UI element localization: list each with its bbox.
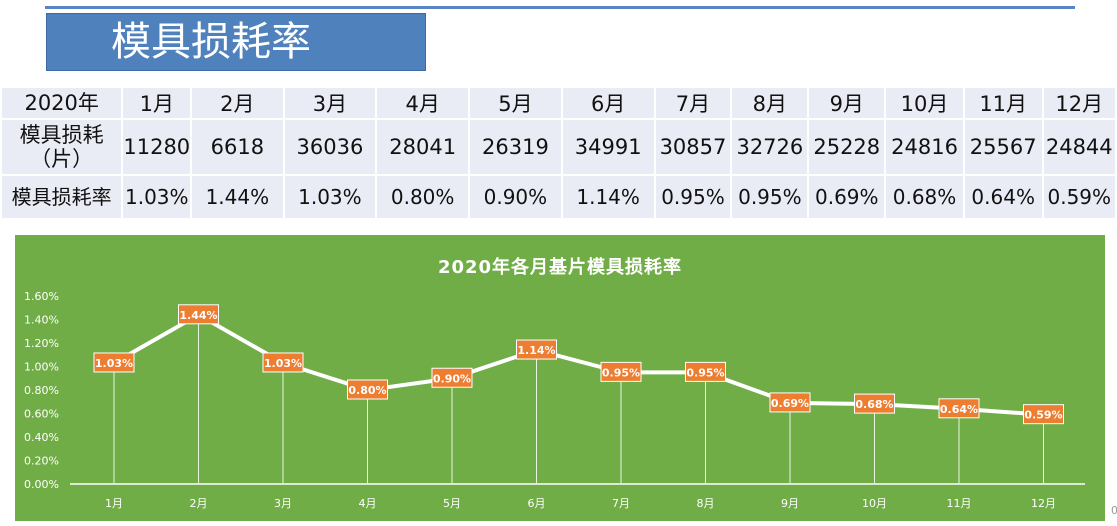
data-label-box bbox=[516, 339, 557, 360]
x-tick-label: 10月 bbox=[862, 497, 887, 510]
month-header: 7月 bbox=[653, 86, 733, 120]
y-tick-label: 0.40% bbox=[24, 431, 59, 444]
month-header: 12月 bbox=[1041, 86, 1117, 120]
y-tick-label: 0.20% bbox=[24, 455, 59, 468]
data-label: 0.69% bbox=[771, 397, 809, 410]
x-tick-label: 12月 bbox=[1031, 497, 1056, 510]
data-label: 0.95% bbox=[686, 366, 724, 379]
x-tick-label: 8月 bbox=[697, 497, 715, 510]
data-label-box bbox=[769, 392, 811, 413]
rate-cell: 1.03% bbox=[121, 174, 193, 220]
y-tick-label: 1.00% bbox=[24, 361, 59, 374]
row-header: 2020年 bbox=[0, 86, 124, 120]
y-tick-label: 0.80% bbox=[24, 384, 59, 397]
data-label: 1.03% bbox=[264, 357, 302, 370]
rate-cell: 0.95% bbox=[653, 174, 733, 220]
y-tick-label: 0.00% bbox=[24, 478, 59, 491]
month-header: 5月 bbox=[468, 86, 563, 120]
data-label: 0.95% bbox=[602, 366, 640, 379]
x-tick-label: 1月 bbox=[105, 497, 123, 510]
data-label-box bbox=[262, 352, 304, 373]
series-line bbox=[113, 312, 1044, 417]
month-header: 10月 bbox=[884, 86, 965, 120]
x-tick-label: 6月 bbox=[528, 497, 546, 510]
data-label: 0.64% bbox=[940, 403, 978, 416]
month-header: 4月 bbox=[375, 86, 471, 120]
y-tick-label: 1.20% bbox=[24, 337, 59, 350]
data-label-box bbox=[93, 352, 135, 373]
rate-cell: 1.14% bbox=[560, 174, 656, 220]
row-header: 模具损耗 （片） bbox=[0, 118, 124, 176]
loss-table: 2020年 1月 2月 3月 4月 5月 6月 7月 8月 9月 10月 11月 12月 模具损耗 （片） 1… bbox=[0, 86, 1117, 220]
rate-cell: 1.44% bbox=[190, 174, 285, 220]
top-rule bbox=[45, 6, 1075, 9]
y-tick-label: 0.60% bbox=[24, 408, 59, 421]
month-header: 2月 bbox=[190, 86, 285, 120]
rate-cell: 0.95% bbox=[730, 174, 810, 220]
rate-cell: 0.90% bbox=[468, 174, 563, 220]
rate-cell: 0.68% bbox=[884, 174, 965, 220]
line-chart: 0.00% 0.20% 0.40% 0.60% 0.80% 1.00% 1.20% 1.40%… bbox=[24, 290, 1085, 510]
quantity-cell: 32726 bbox=[730, 118, 810, 176]
x-tick-label: 5月 bbox=[443, 497, 461, 510]
data-label-box bbox=[600, 361, 642, 382]
data-label-box bbox=[347, 379, 388, 400]
quantity-cell: 25228 bbox=[807, 118, 887, 176]
month-header: 11月 bbox=[962, 86, 1044, 120]
data-label-box bbox=[1023, 404, 1064, 425]
data-label: 0.59% bbox=[1024, 409, 1062, 422]
month-header: 3月 bbox=[282, 86, 378, 120]
data-label-box bbox=[938, 398, 980, 419]
quantity-cell: 36036 bbox=[282, 118, 378, 176]
month-header: 6月 bbox=[560, 86, 656, 120]
rate-cell: 0.64% bbox=[962, 174, 1044, 220]
x-tick-label: 7月 bbox=[612, 497, 630, 510]
chart-panel: 2020年各月基片模具损耗率 0.00% 0.20% 0.40% 0.60% 0.80%… bbox=[15, 235, 1105, 521]
quantity-cell: 26319 bbox=[468, 118, 563, 176]
rate-cell: 1.03% bbox=[282, 174, 378, 220]
quantity-cell: 25567 bbox=[962, 118, 1044, 176]
x-tick-label: 2月 bbox=[190, 497, 208, 510]
x-tick-label: 3月 bbox=[274, 497, 292, 510]
quantity-cell: 28041 bbox=[375, 118, 471, 176]
rate-cell: 0.69% bbox=[807, 174, 887, 220]
data-label-box bbox=[685, 361, 726, 382]
x-tick-label: 11月 bbox=[947, 497, 972, 510]
data-label: 1.14% bbox=[517, 344, 555, 357]
rate-cell: 0.80% bbox=[375, 174, 471, 220]
data-label: 1.03% bbox=[95, 357, 133, 370]
quantity-cell: 24816 bbox=[884, 118, 965, 176]
data-label: 0.68% bbox=[855, 398, 893, 411]
data-label-box bbox=[178, 304, 219, 325]
quantity-cell: 6618 bbox=[190, 118, 285, 176]
chart-title: 2020年各月基片模具损耗率 bbox=[437, 257, 683, 278]
month-header: 8月 bbox=[730, 86, 810, 120]
y-tick-label: 1.40% bbox=[24, 314, 59, 327]
quantity-cell: 34991 bbox=[560, 118, 656, 176]
x-tick-label: 4月 bbox=[359, 497, 377, 510]
month-header: 9月 bbox=[807, 86, 887, 120]
data-label: 0.90% bbox=[433, 372, 471, 385]
data-label-box bbox=[854, 393, 895, 414]
row-header: 模具损耗率 bbox=[0, 174, 124, 220]
month-header: 1月 bbox=[121, 86, 193, 120]
quantity-cell: 24844 bbox=[1041, 118, 1117, 176]
stray-char: 0 bbox=[1111, 504, 1117, 517]
data-label: 0.80% bbox=[348, 384, 386, 397]
data-label-box bbox=[431, 367, 473, 388]
quantity-cell: 30857 bbox=[653, 118, 733, 176]
slide-title: 模具损耗率 bbox=[46, 13, 426, 71]
x-tick-label: 9月 bbox=[781, 497, 799, 510]
data-label: 1.44% bbox=[179, 309, 217, 322]
y-tick-label: 1.60% bbox=[24, 290, 59, 303]
quantity-cell: 11280 bbox=[121, 118, 193, 176]
rate-cell: 0.59% bbox=[1041, 174, 1117, 220]
